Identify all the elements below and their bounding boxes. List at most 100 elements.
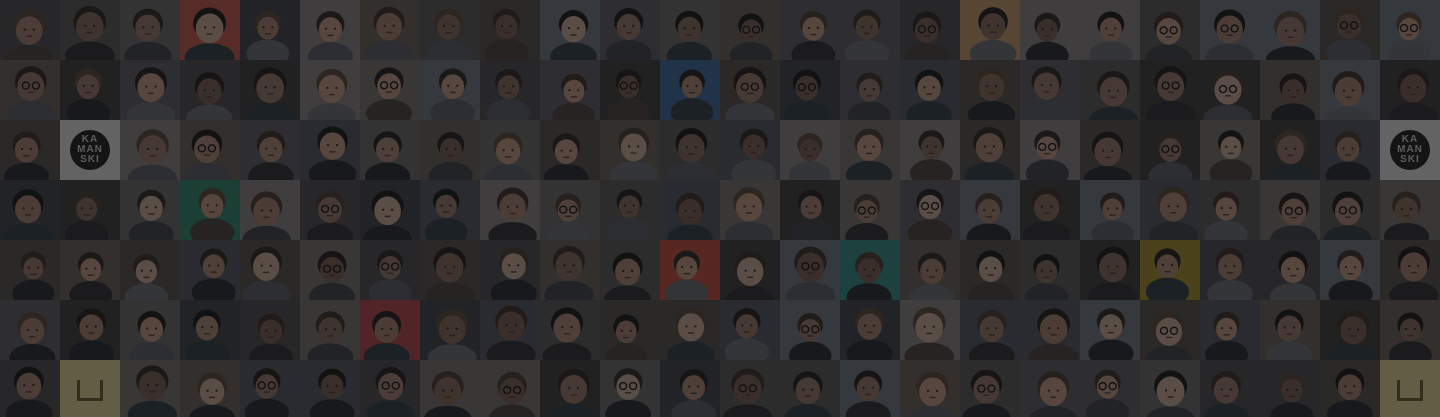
- avatar-tile: [1200, 300, 1260, 360]
- avatar-tile: [1380, 180, 1440, 240]
- avatar-portrait: [720, 60, 780, 120]
- avatar-portrait: [720, 240, 780, 300]
- avatar-portrait: [960, 0, 1020, 60]
- avatar-portrait: [1080, 360, 1140, 417]
- avatar-tile: [1140, 360, 1200, 417]
- avatar-tile: [780, 120, 840, 180]
- avatar-portrait: [0, 240, 60, 300]
- avatar-portrait: [1080, 180, 1140, 240]
- avatar-tile: [1140, 240, 1200, 300]
- avatar-tile: [660, 180, 720, 240]
- avatar-tile: [900, 120, 960, 180]
- avatar-tile: [780, 360, 840, 417]
- avatar-tile: [180, 300, 240, 360]
- avatar-portrait: [1020, 360, 1080, 417]
- avatar-portrait: [840, 180, 900, 240]
- avatar-portrait: [660, 60, 720, 120]
- avatar-portrait: [480, 180, 540, 240]
- avatar-portrait: [1200, 240, 1260, 300]
- avatar-portrait: [240, 0, 300, 60]
- avatar-portrait: [0, 60, 60, 120]
- avatar-tile: [960, 60, 1020, 120]
- avatar-portrait: [0, 300, 60, 360]
- avatar-tile: [300, 0, 360, 60]
- avatar-portrait: [1020, 180, 1080, 240]
- avatar-tile: [1200, 60, 1260, 120]
- avatar-tile: [1320, 180, 1380, 240]
- avatar-tile: [120, 60, 180, 120]
- avatar-tile: [660, 60, 720, 120]
- avatar-tile: [780, 300, 840, 360]
- avatar-portrait: [1380, 240, 1440, 300]
- avatar-tile: [60, 240, 120, 300]
- avatar-portrait: [960, 180, 1020, 240]
- avatar-portrait: [1200, 60, 1260, 120]
- avatar-tile: [60, 300, 120, 360]
- avatar-tile: [480, 0, 540, 60]
- avatar-tile: [660, 0, 720, 60]
- avatar-portrait: [780, 360, 840, 417]
- avatar-portrait: [60, 180, 120, 240]
- avatar-tile: [480, 120, 540, 180]
- logo-badge-text: KA MAN SKI: [70, 130, 110, 170]
- avatar-tile: [1020, 360, 1080, 417]
- avatar-portrait: [960, 240, 1020, 300]
- avatar-portrait: [1260, 240, 1320, 300]
- avatar-portrait: [480, 60, 540, 120]
- avatar-tile: [960, 360, 1020, 417]
- avatar-tile: [1380, 360, 1440, 417]
- avatar-portrait: [0, 120, 60, 180]
- avatar-portrait: [780, 300, 840, 360]
- avatar-portrait: [1140, 120, 1200, 180]
- avatar-tile: [1020, 0, 1080, 60]
- avatar-tile: [540, 300, 600, 360]
- avatar-tile: [1380, 240, 1440, 300]
- avatar-tile: [600, 360, 660, 417]
- avatar-portrait: [600, 180, 660, 240]
- logo-tile: KA MAN SKI: [60, 120, 120, 180]
- avatar-tile: [0, 0, 60, 60]
- avatar-tile: [180, 120, 240, 180]
- avatar-tile: [900, 360, 960, 417]
- avatar-portrait: [1020, 0, 1080, 60]
- avatar-tile: [780, 60, 840, 120]
- avatar-tile: [180, 60, 240, 120]
- avatar-tile: [840, 60, 900, 120]
- avatar-tile: [1260, 240, 1320, 300]
- avatar-tile: [840, 360, 900, 417]
- avatar-portrait: [720, 180, 780, 240]
- avatar-tile: [180, 360, 240, 417]
- avatar-tile: [960, 180, 1020, 240]
- avatar-tile: [180, 240, 240, 300]
- avatar-tile: [1140, 120, 1200, 180]
- avatar-tile: [1200, 240, 1260, 300]
- avatar-portrait: [420, 60, 480, 120]
- avatar-portrait: [840, 120, 900, 180]
- avatar-portrait: [420, 120, 480, 180]
- avatar-tile: [1320, 120, 1380, 180]
- avatar-portrait: [1080, 60, 1140, 120]
- avatar-portrait: [120, 240, 180, 300]
- avatar-tile: [420, 240, 480, 300]
- avatar-portrait: [720, 360, 780, 417]
- avatar-tile: [1020, 60, 1080, 120]
- avatar-portrait: [1260, 300, 1320, 360]
- avatar-tile: [540, 240, 600, 300]
- avatar-tile: [1260, 120, 1320, 180]
- avatar-portrait: [1020, 300, 1080, 360]
- avatar-portrait: [480, 300, 540, 360]
- avatar-portrait: [420, 240, 480, 300]
- avatar-tile: [1320, 240, 1380, 300]
- avatar-portrait: [1140, 60, 1200, 120]
- avatar-portrait: [1380, 180, 1440, 240]
- avatar-tile: [360, 60, 420, 120]
- avatar-tile: [360, 240, 420, 300]
- avatar-portrait: [180, 240, 240, 300]
- avatar-portrait: [1200, 120, 1260, 180]
- avatar-portrait: [300, 180, 360, 240]
- avatar-portrait: [1260, 360, 1320, 417]
- m-logo-icon: [60, 360, 120, 417]
- avatar-tile: [120, 240, 180, 300]
- avatar-tile: [1380, 300, 1440, 360]
